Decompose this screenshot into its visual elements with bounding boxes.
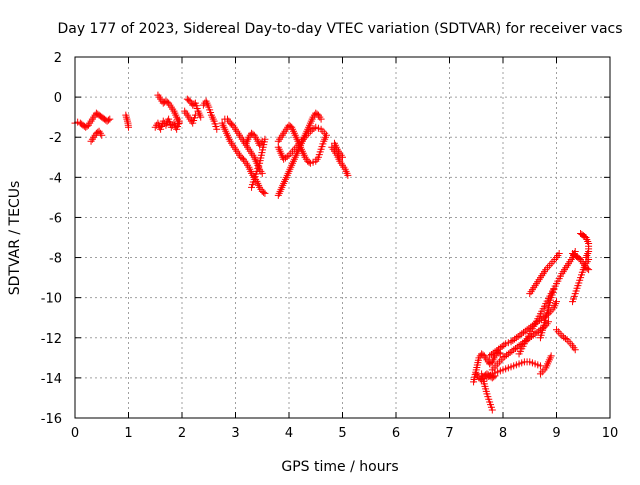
data-point [344,171,352,179]
data-point [261,189,269,197]
data-point [495,345,503,353]
data-point [498,342,506,350]
data-point [125,123,132,131]
data-point [317,115,325,123]
data-point [485,373,493,381]
data-point [197,113,205,121]
y-tick-label: -16 [41,412,62,427]
data-point [106,115,114,123]
chart-title: Day 177 of 2023, Sidereal Day-to-day VTE… [57,21,622,37]
data-point [529,331,537,339]
x-tick-label: 3 [231,426,239,441]
data-point [339,153,346,161]
data-point [493,346,501,354]
axis-ticks: 0 1 2 3 4 5 6 7 8 9 10 2 0 -2 -4 -6 -8 -10 -12 -14 -16 [41,51,619,441]
y-axis-label: SDTVAR / TECUs [7,181,23,296]
y-tick-label: -14 [41,372,62,387]
data-point [513,343,521,351]
y-tick-label: -10 [41,292,62,307]
x-tick-label: 2 [178,426,186,441]
y-tick-label: -4 [49,171,62,186]
data-point [547,352,555,360]
data-point [274,143,282,151]
data-point [583,265,591,273]
y-tick-label: -2 [49,131,62,146]
y-tick-label: 0 [54,91,62,106]
y-tick-label: -12 [41,332,62,347]
data-point [535,327,543,335]
x-tick-label: 1 [124,426,132,441]
data-point [503,351,511,359]
data-point [520,328,528,336]
data-point [504,350,512,358]
data-point [507,338,515,346]
data-point [310,125,318,133]
data-point [508,347,516,355]
data-point [558,332,566,340]
data-point [511,344,519,352]
x-tick-label: 0 [71,426,79,441]
data-point [536,362,544,370]
data-point [582,254,590,262]
data-point [98,131,106,139]
y-tick-label: -6 [49,211,62,226]
x-tick-label: 8 [499,426,507,441]
data-point [496,344,504,352]
data-point [523,326,531,334]
data-point [506,348,514,356]
x-tick-label: 7 [445,426,453,441]
data-point [555,250,563,258]
data-point [175,119,183,127]
data-point [512,334,520,342]
grid-lines [75,57,610,418]
data-point [285,151,293,159]
data-point [260,188,268,196]
data-point [483,374,491,382]
data-point [489,349,497,357]
data-points [71,91,593,414]
data-point [258,169,266,177]
data-point [516,331,524,339]
data-point [283,153,291,161]
data-point [487,371,495,379]
plot-frame [74,56,611,419]
x-axis-label: GPS time / hours [281,459,398,475]
data-point [511,335,519,343]
data-point [518,330,526,338]
data-point [571,346,579,354]
data-point [486,352,494,360]
data-point [496,350,504,358]
x-tick-label: 10 [602,426,619,441]
x-tick-label: 6 [392,426,400,441]
data-point [499,354,507,362]
data-point [213,125,221,133]
data-point [261,135,269,143]
data-point [550,286,558,294]
data-point [561,334,569,342]
data-point [510,346,518,354]
x-tick-label: 4 [285,426,293,441]
data-point [488,406,496,414]
y-tick-label: 2 [54,51,62,66]
x-tick-label: 5 [338,426,346,441]
data-point [514,332,522,340]
data-point [585,266,593,274]
data-point [560,333,568,341]
y-tick-label: -8 [49,252,62,267]
data-point [544,318,552,326]
data-point [501,352,509,360]
data-point [509,336,517,344]
data-point [312,123,320,131]
data-point [487,350,495,358]
data-point [491,348,499,356]
data-point [500,341,508,349]
x-tick-label: 9 [552,426,560,441]
data-point [553,298,560,306]
data-point [104,116,112,124]
data-point [308,126,316,134]
